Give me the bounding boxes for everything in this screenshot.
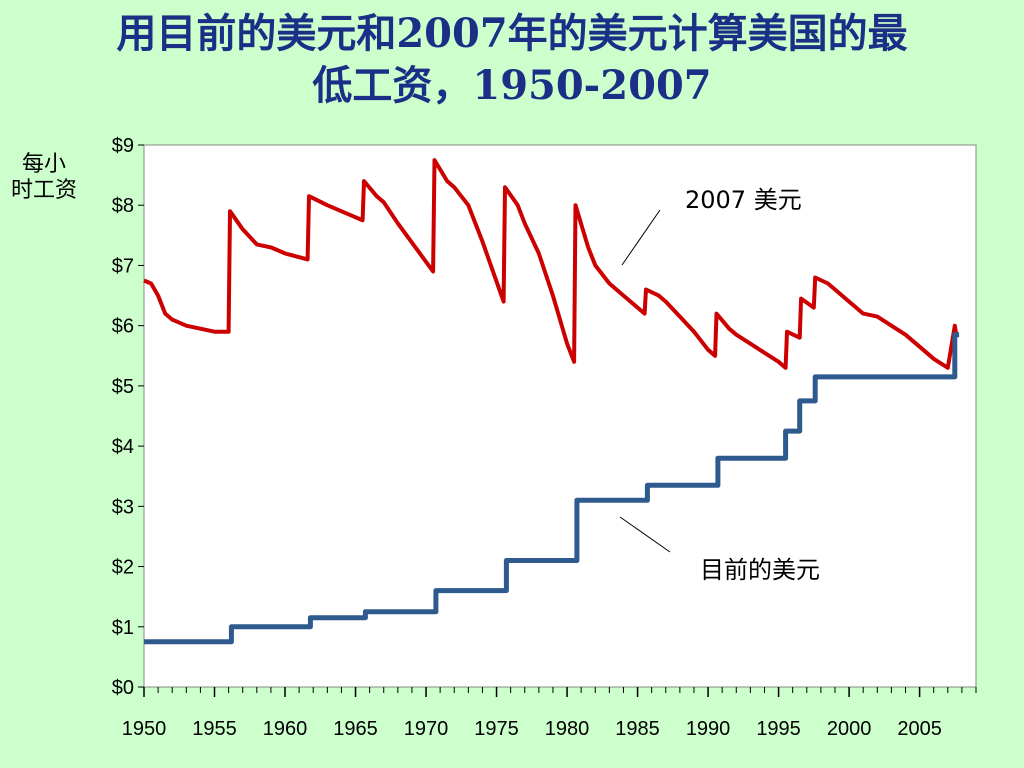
x-tick-label: 1965	[333, 718, 378, 740]
x-tick-label: 1955	[192, 718, 237, 740]
chart-title-line-2: 低工资，1950-2007	[312, 62, 712, 109]
nominal-series-annotation: 目前的美元	[700, 556, 820, 584]
real-series-annotation: 2007 美元	[685, 186, 802, 214]
y-axis-label-line-2: 时工资	[10, 178, 77, 203]
real-series-callout-line	[621, 209, 661, 266]
y-tick-label: $4	[112, 436, 134, 458]
x-tick-label: 2005	[897, 718, 942, 740]
y-tick-label: $6	[112, 316, 134, 338]
x-tick-label: 2000	[827, 718, 872, 740]
y-tick-label: $1	[112, 617, 134, 639]
nominal-wage-line	[144, 332, 960, 645]
x-tick-label: 1995	[756, 718, 801, 740]
y-tick-label: $9	[112, 135, 134, 157]
y-axis-label: 每小 时工资	[8, 152, 80, 204]
nominal-series-callout-line	[619, 516, 671, 553]
x-tick-label: 1950	[122, 718, 167, 740]
y-tick-label: $8	[112, 195, 134, 217]
chart-title-line-1: 用目前的美元和2007年的美元计算美国的最	[116, 10, 908, 57]
x-tick-label: 1980	[545, 718, 590, 740]
plot-area	[143, 144, 977, 688]
chart-title: 用目前的美元和2007年的美元计算美国的最 低工资，1950-2007	[0, 8, 1024, 112]
y-tick-label: $0	[112, 677, 134, 699]
x-tick-label: 1975	[474, 718, 519, 740]
real-wage-line	[143, 158, 959, 370]
y-tick-label: $2	[112, 557, 134, 579]
x-tick-label: 1990	[686, 718, 731, 740]
y-tick-label: $7	[112, 255, 134, 277]
x-tick-label: 1970	[404, 718, 449, 740]
y-tick-label: $5	[112, 376, 134, 398]
y-tick-label: $3	[112, 496, 134, 518]
x-tick-label: 1985	[615, 718, 660, 740]
axes: $0 $1 $2 $3 $4 $5 $6 $7 $8 $9 1950 1955 1960 1965 1970…	[112, 135, 977, 740]
y-axis-label-line-1: 每小	[21, 152, 66, 177]
series-layer	[143, 158, 960, 645]
x-tick-label: 1960	[263, 718, 308, 740]
